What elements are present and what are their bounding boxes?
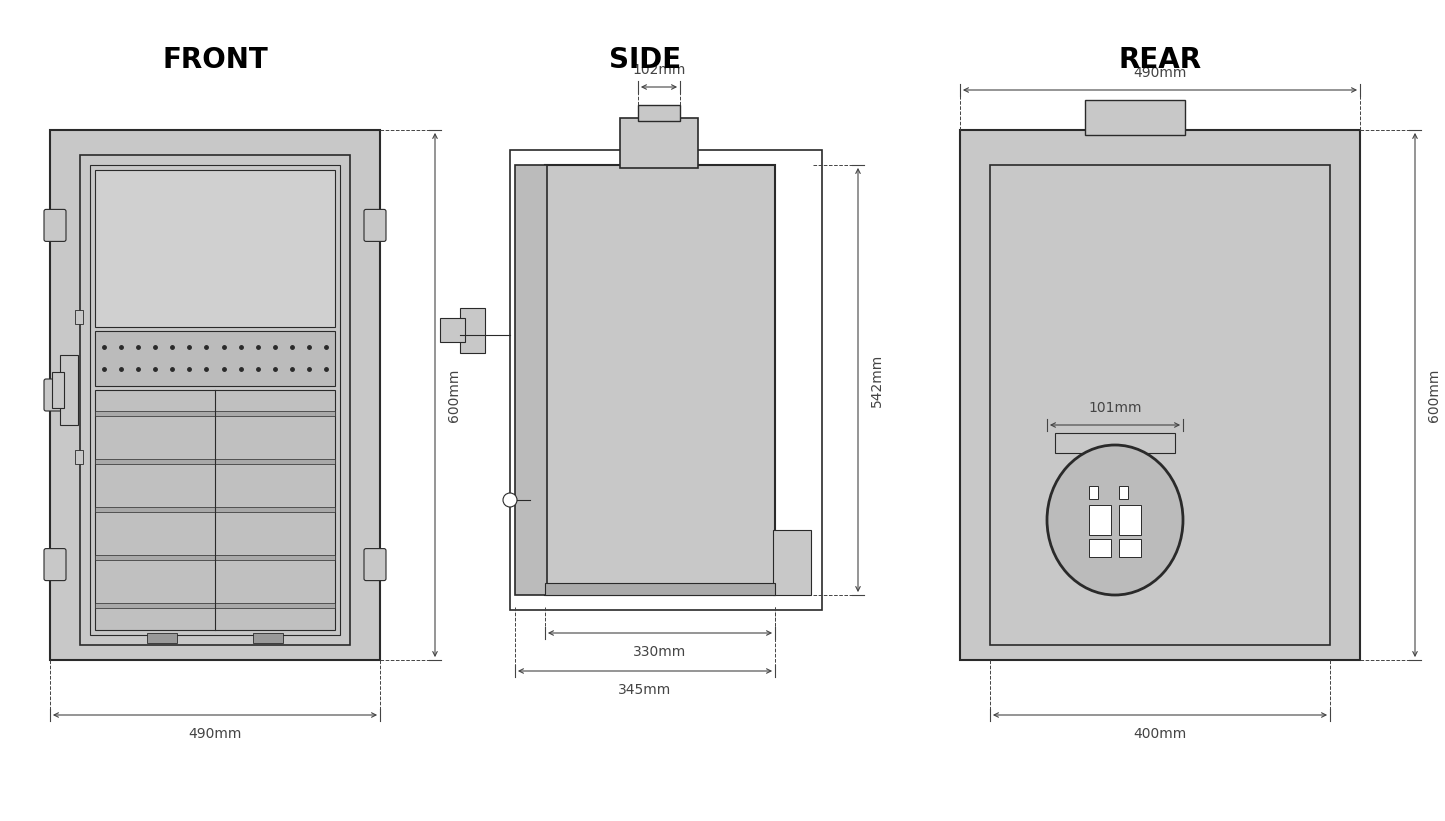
Bar — [95, 331, 335, 386]
Circle shape — [503, 493, 517, 507]
Bar — [959, 130, 1360, 660]
Text: REAR: REAR — [1118, 46, 1202, 74]
Bar — [1090, 486, 1098, 499]
Bar — [1055, 433, 1175, 453]
Text: 600mm: 600mm — [1428, 369, 1441, 422]
Bar — [510, 150, 822, 610]
Text: 345mm: 345mm — [618, 683, 672, 697]
Bar — [253, 633, 283, 643]
Bar — [95, 410, 335, 415]
Text: 542mm: 542mm — [870, 353, 884, 406]
Bar — [95, 459, 335, 464]
Bar — [95, 170, 335, 327]
Bar — [773, 530, 811, 595]
Bar — [514, 165, 548, 595]
Bar — [1118, 505, 1142, 535]
Bar — [95, 555, 335, 560]
FancyBboxPatch shape — [43, 209, 66, 241]
Bar — [460, 308, 486, 353]
Bar — [147, 633, 178, 643]
Text: SIDE: SIDE — [608, 46, 681, 74]
Bar — [1090, 505, 1111, 535]
Text: 490mm: 490mm — [188, 727, 241, 741]
Bar — [1118, 486, 1127, 499]
Ellipse shape — [1048, 445, 1183, 595]
Bar — [639, 105, 681, 121]
Bar — [439, 318, 465, 342]
Bar — [1118, 539, 1142, 557]
Bar — [95, 390, 335, 630]
FancyBboxPatch shape — [364, 548, 386, 580]
Bar — [95, 603, 335, 608]
Bar — [51, 130, 380, 660]
Bar — [1090, 539, 1111, 557]
Bar — [75, 310, 82, 324]
Bar — [990, 165, 1329, 645]
Bar — [90, 165, 340, 635]
FancyBboxPatch shape — [43, 379, 66, 411]
Text: 101mm: 101mm — [1088, 401, 1142, 415]
Text: FRONT: FRONT — [162, 46, 267, 74]
Bar — [545, 165, 775, 595]
Text: 400mm: 400mm — [1133, 727, 1186, 741]
Bar — [75, 450, 82, 464]
Bar — [620, 118, 698, 168]
Text: 102mm: 102mm — [633, 63, 686, 77]
FancyBboxPatch shape — [43, 548, 66, 580]
Text: 330mm: 330mm — [633, 645, 686, 659]
Text: 490mm: 490mm — [1133, 66, 1186, 80]
Bar — [545, 583, 775, 595]
Text: 600mm: 600mm — [447, 369, 461, 422]
Bar — [52, 372, 64, 408]
FancyBboxPatch shape — [364, 209, 386, 241]
Bar — [79, 155, 350, 645]
Bar — [61, 355, 78, 425]
Bar — [1085, 100, 1185, 135]
Bar — [95, 507, 335, 512]
